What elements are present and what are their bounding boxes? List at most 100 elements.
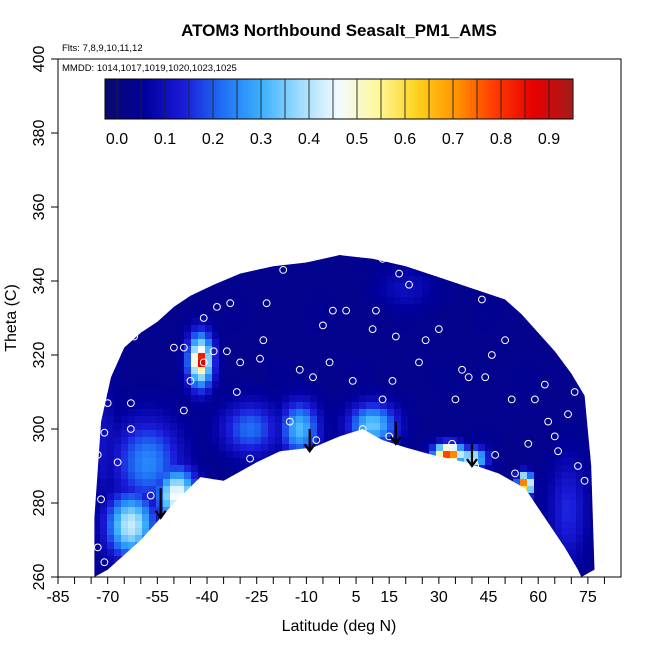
heatmap-cell-1762	[345, 409, 353, 417]
heatmap-cell-487	[156, 367, 164, 375]
heatmap-cell-452	[149, 451, 157, 459]
heatmap-cell-627	[177, 360, 185, 368]
heatmap-cell-489	[156, 381, 164, 389]
heatmap-cell-2718	[485, 521, 493, 529]
heatmap-cell-2719	[485, 528, 493, 536]
heatmap-cell-122	[100, 444, 108, 452]
heatmap-cell-690	[184, 472, 192, 480]
heatmap-cell-1758	[345, 381, 353, 389]
heatmap-cell-2150	[401, 493, 409, 501]
heatmap-cell-1569	[317, 374, 325, 382]
heatmap-cell-1508	[310, 276, 318, 284]
heatmap-cell-2430	[443, 479, 451, 487]
heatmap-cell-518	[163, 255, 171, 263]
heatmap-cell-2050	[387, 451, 395, 459]
heatmap-cell-436	[149, 339, 157, 347]
heatmap-cell-3234	[562, 514, 570, 522]
heatmap-cell-295	[128, 339, 136, 347]
heatmap-cell-2243	[415, 486, 423, 494]
heatmap-cell-2581	[464, 549, 472, 557]
heatmap-cell-1793	[352, 297, 360, 305]
colorbar-segment-144	[526, 79, 530, 119]
heatmap-cell-61	[94, 346, 101, 354]
heatmap-cell-2720	[485, 535, 493, 543]
heatmap-cell-417	[142, 535, 150, 543]
heatmap-cell-2724	[485, 563, 493, 571]
heatmap-cell-1973	[373, 570, 381, 577]
heatmap-cell-2008	[380, 486, 388, 494]
heatmap-cell-55	[94, 304, 101, 312]
heatmap-cell-2032	[387, 325, 395, 333]
heatmap-cell-2087	[394, 381, 402, 389]
heatmap-cell-10	[86, 318, 94, 326]
colorbar-segment-47	[242, 79, 246, 119]
heatmap-cell-1631	[324, 479, 332, 487]
heatmap-cell-899	[219, 290, 227, 298]
heatmap-cell-2987	[527, 430, 535, 438]
heatmap-cell-2149	[401, 486, 409, 494]
heatmap-cell-2830	[506, 318, 514, 326]
heatmap-cell-3046	[534, 514, 542, 522]
heatmap-cell-243	[121, 304, 129, 312]
heatmap-cell-1742	[345, 269, 353, 277]
colorbar-segment-89	[365, 79, 369, 119]
heatmap-cell-263	[121, 444, 129, 452]
heatmap-cell-1415	[296, 283, 304, 291]
heatmap-cell-742	[191, 507, 199, 515]
heatmap-cell-2345	[429, 542, 437, 550]
heatmap-cell-2779	[499, 290, 507, 298]
heatmap-cell-1524	[310, 388, 318, 396]
heatmap-cell-2907	[513, 528, 521, 536]
heatmap-cell-728	[191, 409, 199, 417]
heatmap-cell-2429	[443, 472, 451, 480]
heatmap-cell-3336	[576, 570, 584, 577]
heatmap-cell-29	[86, 451, 94, 459]
heatmap-cell-1640	[324, 542, 332, 550]
heatmap-cell-389	[142, 339, 150, 347]
heatmap-cell-3168	[555, 381, 563, 389]
heatmap-cell-862	[212, 360, 220, 368]
heatmap-cell-2162	[408, 255, 416, 256]
heatmap-cell-748	[191, 549, 199, 557]
heatmap-cell-3313	[576, 409, 584, 417]
heatmap-cell-743	[191, 514, 199, 522]
heatmap-cell-242	[121, 297, 129, 305]
heatmap-cell-3113	[548, 325, 556, 333]
heatmap-cell-1468	[303, 325, 311, 333]
heatmap-cell-2645	[478, 339, 486, 347]
heatmap-cell-3248	[569, 283, 577, 291]
heatmap-cell-1992	[380, 374, 388, 382]
heatmap-cell-701	[184, 549, 192, 557]
heatmap-cell-637	[177, 430, 185, 438]
heatmap-cell-2537	[457, 570, 465, 577]
heatmap-cell-2681	[485, 262, 493, 270]
heatmap-cell-3280	[569, 507, 577, 515]
x-axis: -85 -70 -55 -40 -25 -10 5 15 30 45 60 75	[46, 577, 605, 606]
heatmap-cell-1609	[324, 325, 332, 333]
heatmap-cell-2962	[527, 255, 535, 263]
heatmap-cell-3314	[576, 416, 584, 424]
heatmap-cell-275	[121, 528, 129, 536]
sample-point-24	[256, 354, 264, 363]
heatmap-cell-2788	[499, 353, 507, 361]
heatmap-cell-1741	[345, 262, 353, 270]
heatmap-cell-1189	[261, 346, 269, 354]
heatmap-cell-3032	[534, 416, 542, 424]
heatmap-cell-2566	[464, 444, 472, 452]
heatmap-cell-1991	[380, 367, 388, 375]
heatmap-cell-3170	[555, 395, 563, 403]
heatmap-cell-621	[177, 318, 185, 326]
heatmap-cell-1254	[268, 472, 276, 480]
heatmap-cell-977	[226, 507, 234, 515]
heatmap-cell-580	[170, 360, 178, 368]
heatmap-cell-2349	[429, 570, 437, 577]
heatmap-cell-1495	[303, 514, 311, 522]
heatmap-cell-537	[163, 388, 171, 396]
colorbar-segment-116	[444, 79, 448, 119]
heatmap-cell-2533	[457, 542, 465, 550]
heatmap-cell-3346	[583, 311, 591, 319]
heatmap-cell-516	[156, 570, 164, 577]
heatmap-cell-1941	[373, 346, 381, 354]
heatmap-cell-355	[135, 430, 143, 438]
heatmap-cell-1761	[345, 402, 353, 410]
